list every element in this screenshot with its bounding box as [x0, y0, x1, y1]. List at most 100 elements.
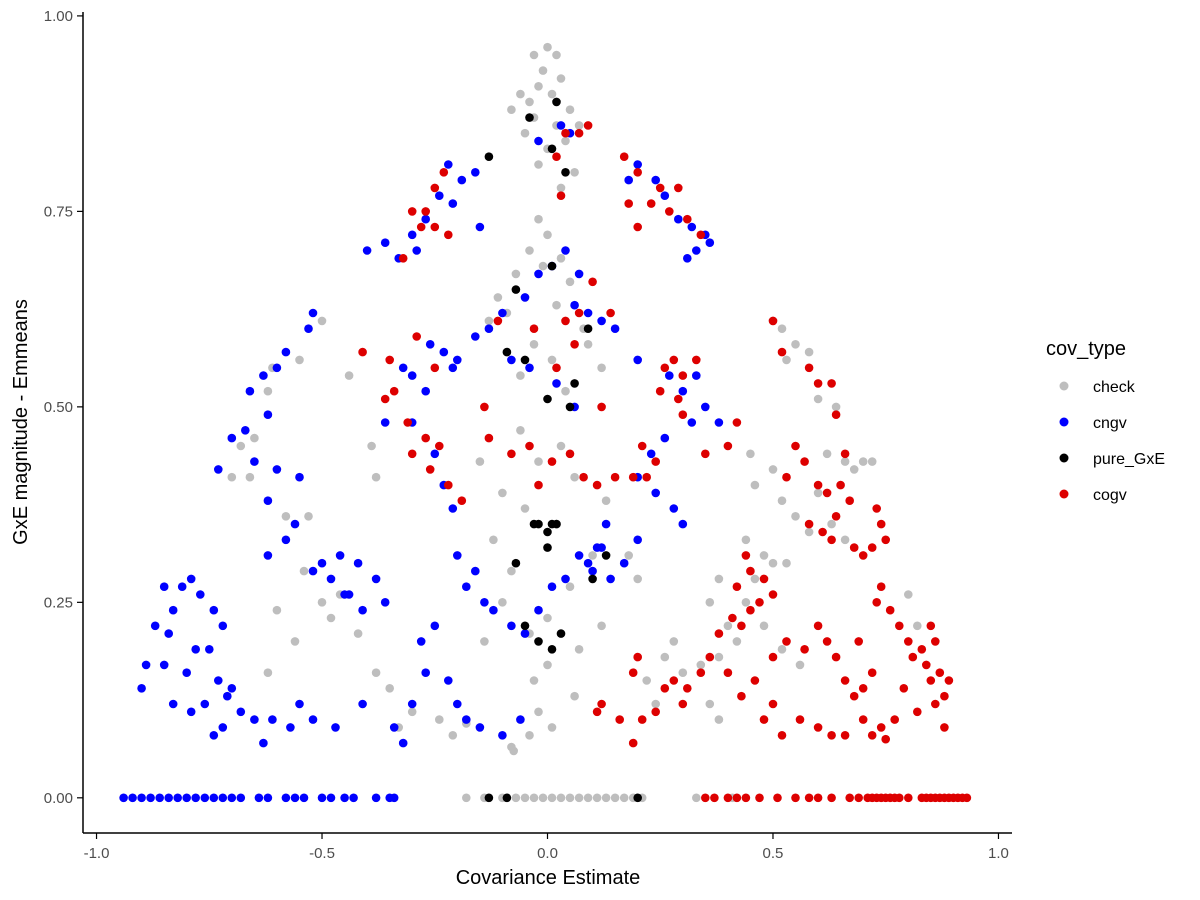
point-check: [227, 472, 237, 482]
point-cngv: [444, 676, 453, 685]
point-pure_GxE: [633, 793, 642, 803]
point-cogv: [831, 652, 841, 662]
point-cngv: [191, 645, 200, 654]
point-check: [489, 535, 498, 545]
point-cogv: [782, 472, 791, 482]
point-cngv: [164, 793, 173, 803]
point-cngv: [534, 136, 543, 146]
point-pure_GxE: [511, 285, 521, 294]
point-cngv: [646, 449, 656, 459]
point-cogv: [791, 793, 800, 803]
point-cogv: [791, 441, 800, 451]
point-check: [543, 660, 552, 670]
point-check: [538, 261, 548, 271]
point-cngv: [453, 551, 462, 560]
point-check: [750, 574, 760, 584]
point-cogv: [678, 410, 688, 420]
point-cngv: [692, 246, 701, 255]
point-check: [777, 496, 787, 506]
point-check: [534, 160, 543, 169]
point-check: [516, 371, 525, 380]
point-cogv: [430, 183, 440, 193]
point-cngv: [308, 566, 318, 576]
point-cogv: [701, 449, 710, 459]
x-tick-label: -1.0: [84, 845, 110, 862]
point-cngv: [683, 253, 692, 263]
point-cogv: [633, 222, 642, 232]
point-cngv: [259, 371, 268, 380]
point-cogv: [592, 480, 602, 490]
point-cogv: [867, 731, 877, 740]
point-check: [534, 457, 543, 466]
point-cngv: [498, 308, 507, 318]
point-cogv: [732, 793, 742, 803]
point-cngv: [268, 715, 277, 724]
point-pure_GxE: [561, 168, 570, 177]
point-check: [299, 566, 309, 576]
point-cogv: [922, 660, 931, 670]
point-cngv: [489, 605, 498, 615]
point-cngv: [186, 707, 196, 717]
point-check: [295, 355, 304, 365]
point-cngv: [159, 660, 169, 670]
point-cogv: [407, 449, 417, 459]
point-cogv: [403, 418, 413, 427]
point-cngv: [141, 660, 151, 670]
point-check: [840, 535, 850, 545]
point-check: [714, 652, 724, 662]
point-check: [250, 433, 259, 443]
point-cngv: [471, 566, 480, 576]
point-cogv: [552, 363, 561, 373]
point-cogv: [935, 668, 945, 677]
point-cngv: [561, 574, 570, 584]
point-check: [245, 472, 255, 482]
point-check: [565, 277, 575, 287]
point-check: [525, 731, 534, 740]
point-check: [543, 613, 552, 623]
legend-key-cogv: [1059, 489, 1069, 499]
point-check: [509, 746, 518, 756]
point-cogv: [849, 691, 859, 701]
point-cogv: [768, 652, 778, 662]
point-cngv: [407, 230, 417, 240]
point-cogv: [574, 128, 584, 138]
point-check: [326, 613, 336, 623]
point-check: [407, 707, 417, 717]
point-check: [525, 97, 534, 107]
point-cngv: [250, 715, 259, 724]
point-cngv: [633, 535, 642, 545]
point-check: [827, 519, 836, 529]
point-check: [498, 598, 507, 607]
point-cngv: [687, 222, 697, 232]
point-cngv: [196, 590, 205, 599]
point-cngv: [444, 160, 453, 169]
point-pure_GxE: [588, 574, 597, 584]
point-cngv: [295, 472, 304, 482]
point-cogv: [637, 715, 647, 724]
point-cngv: [214, 676, 223, 685]
point-cngv: [534, 605, 543, 615]
point-cogv: [619, 152, 629, 161]
point-cogv: [876, 582, 886, 591]
point-cogv: [732, 418, 742, 427]
point-check: [574, 645, 584, 654]
point-cogv: [827, 379, 836, 388]
point-cngv: [200, 793, 210, 803]
point-check: [651, 699, 660, 709]
point-check: [236, 441, 246, 451]
point-check: [597, 621, 606, 631]
y-tick-label: 0.25: [44, 594, 73, 611]
point-cogv: [696, 230, 706, 240]
point-cngv: [687, 418, 697, 427]
legend-label-pure_GxE: pure_GxE: [1093, 451, 1165, 468]
point-cogv: [746, 566, 755, 576]
point-cngv: [281, 793, 291, 803]
point-cogv: [633, 168, 642, 177]
point-check: [484, 316, 494, 326]
point-pure_GxE: [565, 402, 575, 412]
point-cogv: [931, 699, 940, 709]
point-cngv: [304, 324, 313, 334]
point-check: [669, 637, 679, 646]
point-check: [547, 793, 557, 803]
